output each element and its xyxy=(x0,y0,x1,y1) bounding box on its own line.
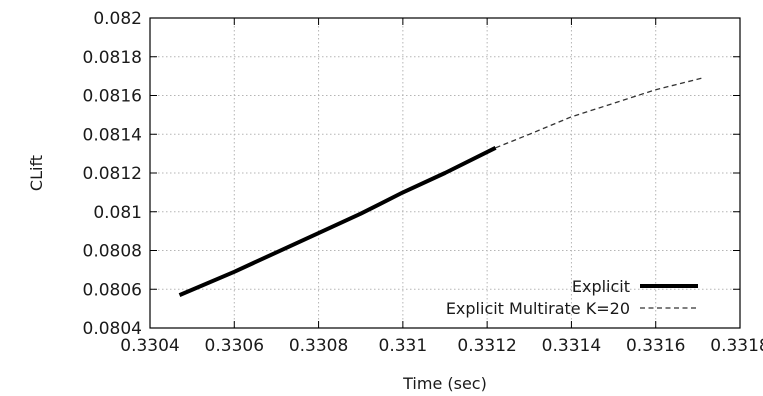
legend: Explicit Explicit Multirate K=20 xyxy=(446,277,698,318)
y-tick-label: 0.0812 xyxy=(83,164,142,184)
y-tick-label: 0.0804 xyxy=(83,319,142,339)
y-tick-label: 0.0818 xyxy=(83,48,142,68)
x-tick-label: 0.3316 xyxy=(626,336,685,356)
y-tick-label: 0.0806 xyxy=(83,280,142,300)
legend-label: Explicit Multirate K=20 xyxy=(446,299,630,318)
y-tick-label: 0.082 xyxy=(93,9,142,29)
series-line-1 xyxy=(178,146,497,297)
series-lines xyxy=(178,77,703,297)
y-tick-label: 0.0808 xyxy=(83,242,142,262)
y-tick-label: 0.081 xyxy=(93,203,142,223)
plot-frame xyxy=(149,17,741,329)
x-tick-label: 0.3318 xyxy=(710,336,763,356)
x-tick-label: 0.3304 xyxy=(120,336,179,356)
x-tick-label: 0.3314 xyxy=(542,336,601,356)
x-tick-label: 0.3308 xyxy=(289,336,348,356)
y-tick-label: 0.0814 xyxy=(83,125,142,145)
x-tick-label: 0.331 xyxy=(379,336,428,356)
y-axis-label: CLift xyxy=(27,155,46,191)
x-tick-label: 0.3306 xyxy=(205,336,264,356)
y-tick-label: 0.0816 xyxy=(83,87,142,107)
series-line-2 xyxy=(495,77,703,149)
x-axis-label: Time (sec) xyxy=(402,374,487,393)
legend-label: Explicit xyxy=(572,277,630,296)
ticks: 0.3304 0.3306 0.3308 0.331 0.3312 0.3314 0.331… xyxy=(83,9,763,356)
x-tick-label: 0.3312 xyxy=(457,336,516,356)
